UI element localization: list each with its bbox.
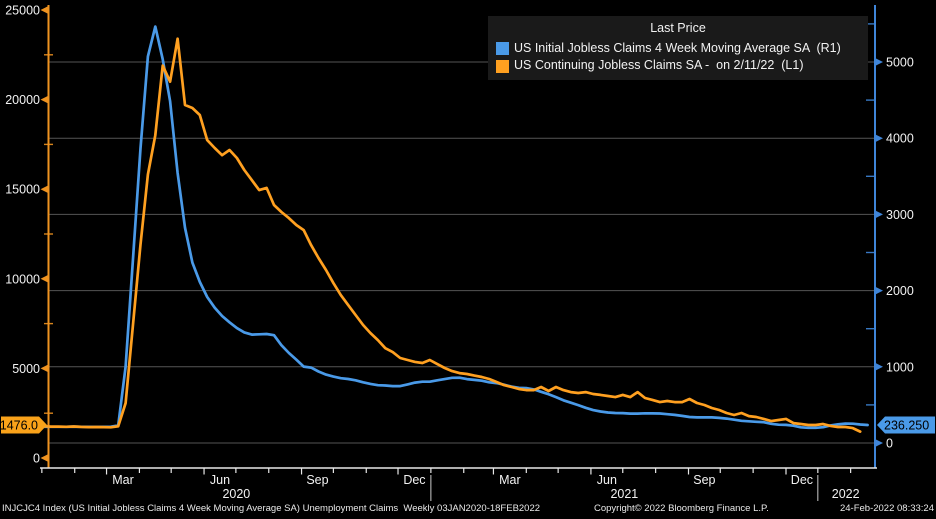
- left-axis-label: 5000: [12, 362, 40, 376]
- last-price-value-left: 1476.0: [0, 419, 38, 433]
- month-label: Sep: [693, 473, 715, 487]
- legend-label-continuing-claims: US Continuing Jobless Claims SA - on 2/1…: [514, 58, 804, 73]
- copyright-text: Copyright© 2022 Bloomberg Finance L.P.: [594, 503, 769, 514]
- right-axis-tick: [875, 286, 883, 295]
- left-axis-label: 0: [33, 452, 40, 466]
- left-axis-tick: [40, 364, 49, 373]
- right-axis-tick: [875, 134, 883, 143]
- month-label: Sep: [306, 473, 328, 487]
- left-axis-tick: [40, 274, 49, 283]
- right-axis-tick: [875, 362, 883, 371]
- legend-title: Last Price: [650, 21, 706, 35]
- legend-item[interactable]: US Continuing Jobless Claims SA - on 2/1…: [488, 57, 868, 75]
- right-axis-label: 2000: [886, 284, 914, 298]
- right-axis-label: 4000: [886, 132, 914, 146]
- year-label: 2022: [832, 487, 860, 501]
- timestamp-text: 24-Feb-2022 08:33:24: [839, 503, 934, 514]
- last-price-tag-right: [877, 416, 935, 434]
- right-axis-tick: [875, 439, 883, 447]
- month-label: Dec: [791, 473, 813, 487]
- right-axis-tick: [875, 58, 883, 66]
- left-axis-label: 25000: [5, 4, 40, 18]
- last-price-tag-left: [1, 416, 47, 434]
- chart-legend: Last Price US Initial Jobless Claims 4 W…: [488, 16, 868, 80]
- right-axis-label: 3000: [886, 208, 914, 222]
- left-axis-tick: [40, 6, 49, 14]
- left-axis-tick: [40, 185, 49, 194]
- right-axis-tick: [875, 210, 883, 219]
- initial-claims-line: [42, 25, 869, 430]
- left-axis-tick: [40, 95, 49, 104]
- month-label: Mar: [499, 473, 521, 487]
- year-label: 2020: [222, 487, 250, 501]
- last-price-value-right: 236.250: [884, 419, 929, 433]
- right-axis-label: 0: [886, 437, 893, 451]
- legend-label-initial-claims: US Initial Jobless Claims 4 Week Moving …: [514, 40, 841, 55]
- year-label: 2021: [610, 487, 638, 501]
- month-label: Mar: [112, 473, 134, 487]
- right-axis-label: 1000: [886, 360, 914, 374]
- legend-swatch-continuing-claims: [496, 59, 509, 73]
- left-axis-tick: [40, 454, 49, 462]
- left-axis-label: 20000: [5, 93, 40, 107]
- month-label: Jun: [597, 473, 617, 487]
- left-axis-label: 10000: [5, 272, 40, 286]
- left-axis-label: 15000: [5, 183, 40, 197]
- legend-item[interactable]: US Initial Jobless Claims 4 Week Moving …: [488, 40, 868, 58]
- month-label: Dec: [403, 473, 425, 487]
- legend-swatch-initial-claims: [496, 41, 509, 55]
- continuing-claims-line: [42, 37, 862, 433]
- right-axis-label: 5000: [886, 56, 914, 70]
- month-label: Jun: [210, 473, 230, 487]
- security-description-text: INJCJC4 Index (US Initial Jobless Claims…: [2, 503, 541, 514]
